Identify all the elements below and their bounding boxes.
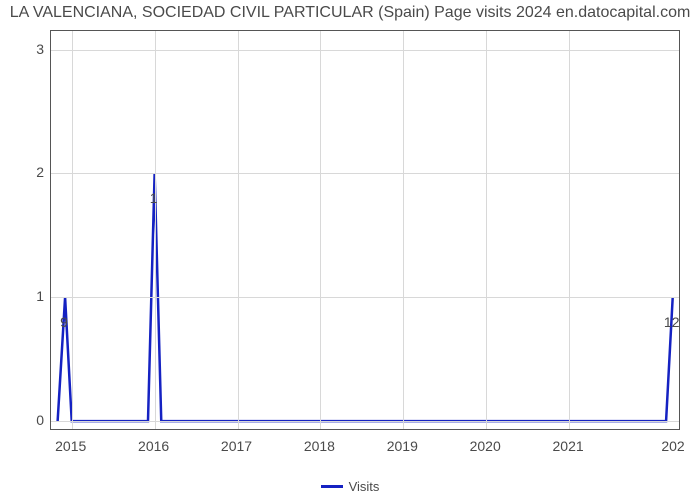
gridline-h (51, 421, 679, 422)
xtick-label: 2021 (553, 438, 584, 454)
ytick-label: 3 (4, 41, 44, 57)
point-label: 12 (664, 314, 680, 330)
xtick-label: 2015 (55, 438, 86, 454)
gridline-v (569, 31, 570, 429)
xtick-label: 2020 (470, 438, 501, 454)
gridline-h (51, 173, 679, 174)
legend-label-visits: Visits (349, 479, 380, 494)
gridline-h (51, 297, 679, 298)
xtick-label: 2018 (304, 438, 335, 454)
gridline-v (72, 31, 73, 429)
ytick-label: 1 (4, 288, 44, 304)
gridline-v (403, 31, 404, 429)
ytick-label: 2 (4, 164, 44, 180)
chart-title: LA VALENCIANA, SOCIEDAD CIVIL PARTICULAR… (0, 4, 700, 22)
gridline-h (51, 50, 679, 51)
gridline-v (238, 31, 239, 429)
plot-area (50, 30, 680, 430)
ytick-label: 0 (4, 412, 44, 428)
xtick-label: 2017 (221, 438, 252, 454)
xtick-label: 2019 (387, 438, 418, 454)
xtick-label: 2016 (138, 438, 169, 454)
gridline-v (320, 31, 321, 429)
gridline-v (155, 31, 156, 429)
point-label: 1 (150, 190, 158, 206)
line-svg (51, 31, 681, 431)
xtick-label-partial: 202 (661, 438, 684, 454)
legend: Visits (0, 479, 700, 494)
gridline-v (486, 31, 487, 429)
legend-swatch-visits (321, 485, 343, 488)
chart-container: LA VALENCIANA, SOCIEDAD CIVIL PARTICULAR… (0, 0, 700, 500)
point-label: 9 (60, 314, 68, 330)
